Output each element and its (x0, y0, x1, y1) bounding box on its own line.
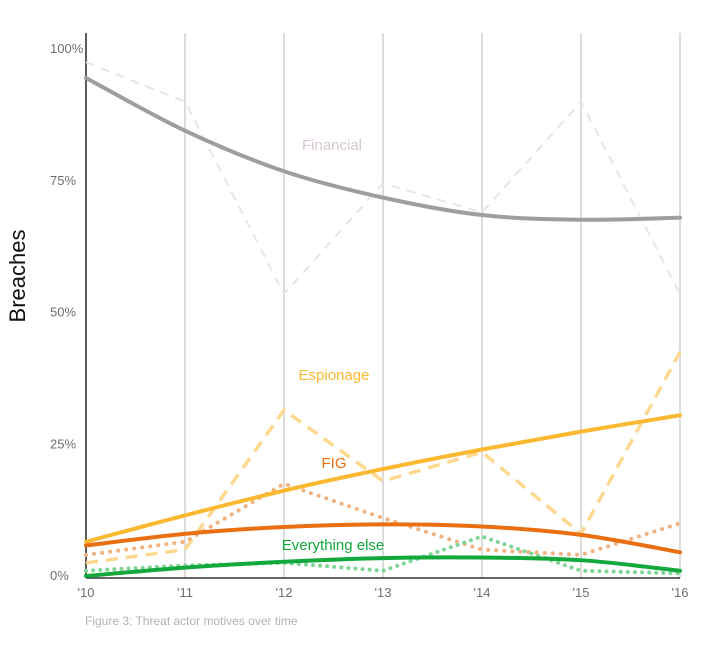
x-tick-label: '14 (474, 585, 491, 600)
trend-line-fig (84, 522, 682, 555)
series-label-fig: FIG (322, 455, 347, 472)
trend-line-financial (84, 75, 682, 222)
trend-line-everything-else (84, 555, 682, 578)
x-tick-label: '11 (177, 585, 193, 600)
series-labels: Financial Espionage FIG Everything else (282, 137, 385, 554)
series-label-espionage: Espionage (299, 367, 370, 384)
y-axis-label: Breaches (5, 230, 30, 323)
y-tick-label: 100% (50, 41, 84, 56)
y-tick-label: 25% (50, 436, 76, 451)
series-label-everything-else: Everything else (282, 537, 385, 554)
observed-line-financial (85, 61, 681, 296)
x-tick-label: '12 (276, 585, 293, 600)
trend-line-espionage (84, 413, 682, 544)
series-label-financial: Financial (302, 137, 362, 154)
axes: 0% 25% 50% 75% 100% '10 '11 '12 '13 '14 '15 '16 (50, 33, 688, 600)
y-tick-label: 50% (50, 305, 76, 320)
x-tick-label: '10 (78, 585, 95, 600)
y-tick-label: 0% (50, 568, 69, 583)
observed-line-everything-else (84, 534, 682, 576)
x-tick-label: '15 (573, 585, 590, 600)
gridlines (184, 33, 681, 578)
y-tick-label: 75% (50, 173, 76, 188)
x-tick-label: '16 (672, 585, 689, 600)
trend-lines (84, 75, 682, 578)
x-tick-label: '13 (375, 585, 392, 600)
figure-caption: Figure 3: Threat actor motives over time (85, 614, 298, 628)
